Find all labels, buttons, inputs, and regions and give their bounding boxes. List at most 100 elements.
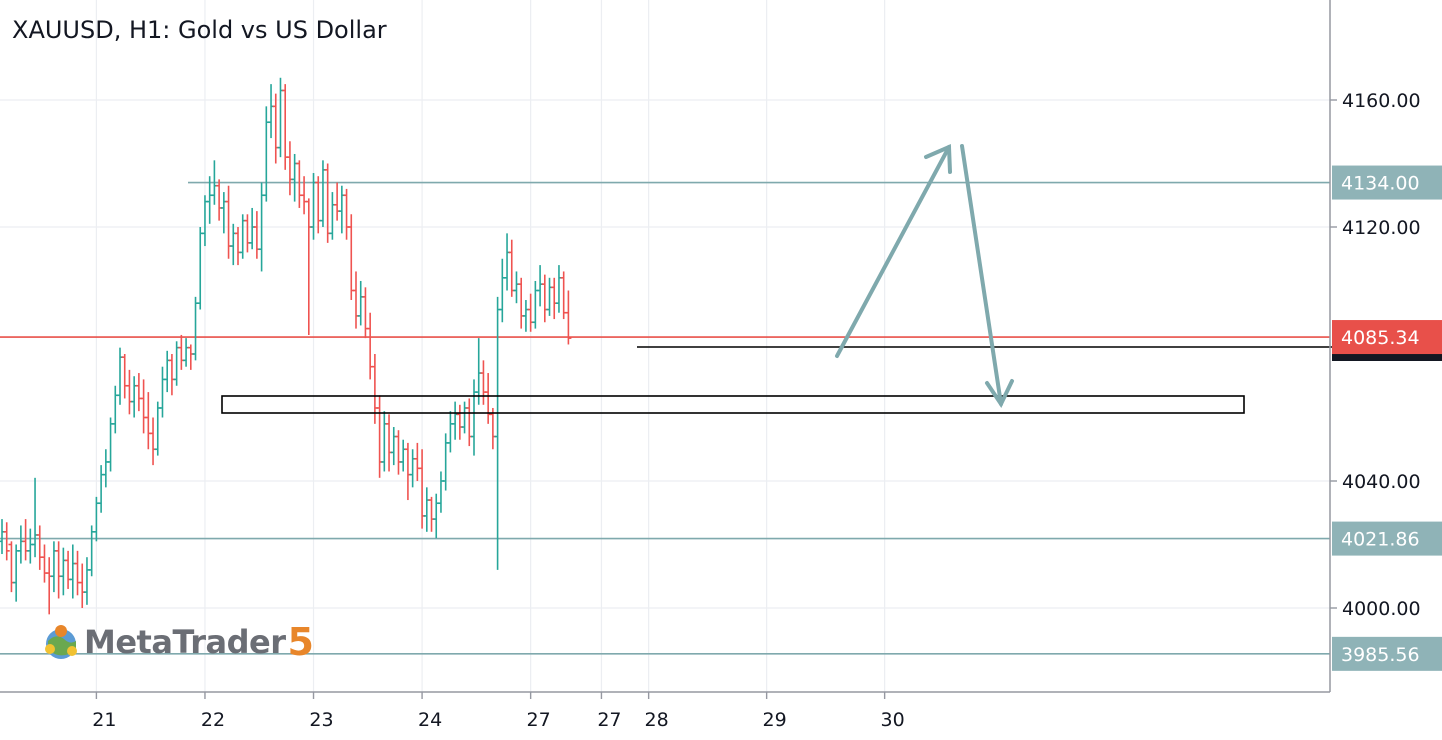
price-tag-label: 4085.34: [1341, 327, 1420, 349]
candle: [178, 334, 185, 370]
candle: [367, 312, 374, 380]
candle: [475, 338, 482, 405]
candle: [27, 528, 34, 564]
level-price-tag: 4134.00: [1332, 165, 1442, 200]
candle: [117, 347, 123, 405]
candle: [286, 141, 293, 196]
candle: [485, 373, 492, 424]
support-zone-box[interactable]: [221, 395, 1245, 414]
candle: [126, 369, 133, 415]
x-tick-label: 24: [418, 709, 442, 731]
candle: [253, 211, 260, 259]
candle: [489, 407, 496, 450]
x-tick-label: 23: [309, 709, 333, 731]
candle: [201, 195, 208, 247]
candle: [216, 179, 223, 221]
candle: [102, 449, 109, 488]
candle: [381, 411, 388, 472]
projection-arrow-up[interactable]: [835, 144, 952, 358]
candle: [390, 427, 397, 466]
y-axis-ticks: 4160.00 4120.00 4040.00 4000.00: [1330, 90, 1421, 620]
candle: [447, 411, 454, 453]
candle: [362, 287, 369, 339]
price-tag-label: 4134.00: [1341, 173, 1420, 195]
candle: [334, 182, 341, 221]
candle: [13, 544, 20, 602]
candle: [41, 544, 48, 583]
candle: [395, 430, 402, 475]
candle: [192, 296, 199, 361]
candlestick-series: [0, 77, 572, 615]
metatrader-logo: MetaTrader 5: [38, 618, 314, 666]
y-tick-label: 4040.00: [1342, 471, 1421, 493]
candle: [83, 557, 90, 605]
candle: [555, 265, 562, 313]
candle: [343, 188, 350, 240]
candle: [150, 417, 157, 466]
y-tick-label: 4120.00: [1342, 217, 1421, 239]
candle: [513, 271, 520, 304]
candle: [414, 442, 421, 481]
candle: [235, 227, 241, 266]
candle: [140, 379, 147, 434]
candle: [546, 277, 553, 316]
level-price-tag: 3985.56: [1332, 636, 1442, 671]
y-tick-label: 4000.00: [1342, 598, 1421, 620]
candle: [329, 192, 336, 240]
candle: [3, 522, 10, 561]
candle: [107, 417, 114, 472]
candle: [433, 493, 440, 539]
candle: [296, 160, 303, 208]
x-tick-label: 30: [881, 709, 905, 731]
candle: [386, 414, 393, 472]
candle: [499, 258, 506, 323]
candle: [230, 223, 237, 266]
candle: [537, 265, 544, 307]
candle: [428, 496, 435, 532]
candle: [145, 392, 152, 450]
candle: [263, 106, 270, 202]
candle: [480, 360, 487, 405]
candle: [65, 550, 72, 589]
candle: [338, 185, 345, 234]
candle: [437, 471, 444, 513]
projection-arrow-down[interactable]: [960, 144, 1014, 409]
candle: [60, 547, 67, 596]
grid-lines: [0, 0, 1330, 692]
candle: [353, 271, 359, 329]
x-tick-label: 22: [201, 709, 225, 731]
candle: [8, 541, 15, 593]
candle: [532, 280, 539, 329]
candle: [272, 93, 279, 164]
metatrader-globe-icon: [45, 625, 77, 659]
candle: [504, 233, 511, 291]
candle: [164, 350, 171, 393]
candle: [541, 274, 548, 323]
x-axis-ticks: 21 22 23 24 27 27 28 29 30: [92, 692, 905, 731]
y-tick-label: 4160.00: [1342, 90, 1421, 112]
candle: [36, 525, 43, 570]
candle: [551, 277, 558, 320]
candle: [98, 465, 105, 513]
price-tag-label: 3985.56: [1341, 644, 1420, 666]
candle: [22, 519, 29, 561]
candle: [197, 227, 204, 310]
candle: [50, 541, 57, 593]
current-price-tag: 4085.34: [1332, 320, 1442, 355]
price-tag-label: 4021.86: [1341, 529, 1420, 551]
candle: [32, 477, 39, 558]
candle: [268, 84, 275, 139]
candle: [69, 544, 76, 599]
candle: [0, 519, 5, 555]
candle: [225, 185, 232, 259]
candle: [400, 439, 407, 472]
candle: [518, 277, 525, 329]
price-tags: 4134.00 4021.86 3985.56 4085.34: [1332, 165, 1442, 671]
candle: [376, 395, 383, 478]
candle: [471, 379, 477, 456]
metatrader-wordmark: MetaTrader: [84, 623, 286, 661]
candle: [121, 354, 128, 399]
candle: [452, 401, 459, 440]
